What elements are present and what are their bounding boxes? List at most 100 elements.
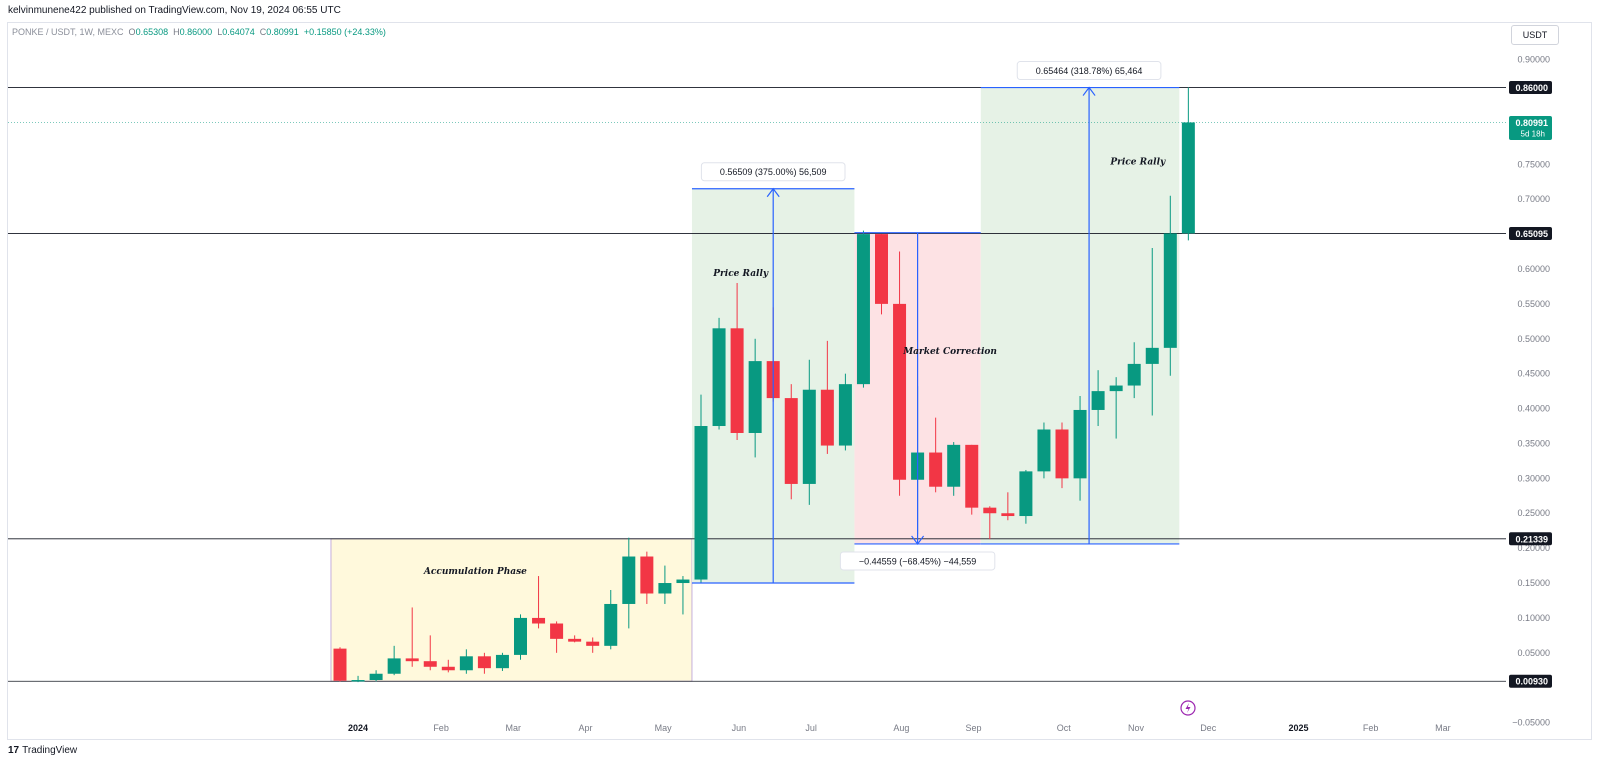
- close-value: 0.80991: [266, 27, 299, 37]
- symbol-name[interactable]: PONKE / USDT, 1W, MEXC: [12, 27, 124, 37]
- y-axis-tick-label: 0.75000: [1517, 159, 1550, 169]
- candle-body: [1091, 391, 1105, 410]
- candle-body: [694, 426, 708, 580]
- price-tag-label: 0.00930: [1515, 677, 1548, 687]
- x-axis-tick-label: Aug: [893, 723, 909, 733]
- candle-body: [550, 623, 564, 639]
- x-axis-tick-label: Feb: [433, 723, 449, 733]
- candle-body: [532, 617, 546, 624]
- x-axis-tick-label: Apr: [578, 723, 592, 733]
- candle-body: [1109, 385, 1123, 392]
- measure-arrow-head: [1082, 86, 1096, 96]
- x-axis-tick-label: Sep: [966, 723, 982, 733]
- candle-body: [514, 617, 527, 655]
- y-axis-tick-label: 0.60000: [1517, 264, 1550, 274]
- change-value: +0.15850 (+24.33%): [303, 27, 386, 37]
- x-axis-tick-label: Mar: [1435, 723, 1451, 733]
- y-axis-tick-label: 0.45000: [1517, 369, 1550, 379]
- candle-body: [622, 556, 636, 604]
- candle-body: [369, 673, 383, 681]
- chart-frame: [7, 22, 1592, 740]
- candle-body: [604, 603, 618, 646]
- zone-label: Market Correction: [902, 347, 997, 357]
- y-axis-tick-label: 0.25000: [1517, 508, 1550, 518]
- low-label: L: [217, 27, 223, 37]
- measure-label-box: [700, 162, 846, 182]
- price-tag-bg: [1509, 532, 1552, 546]
- last-price-label: 0.80991: [1515, 118, 1548, 128]
- price-tag-bg: [1509, 674, 1552, 688]
- candle-body: [1145, 347, 1159, 364]
- candle-body: [712, 328, 726, 427]
- candle-body: [1001, 513, 1015, 517]
- zone-label: Price Rally: [1109, 157, 1166, 167]
- open-value: 0.65308: [135, 27, 169, 37]
- currency-button[interactable]: USDT: [1511, 25, 1559, 45]
- high-value: 0.86000: [179, 27, 213, 37]
- candle-body: [1037, 429, 1051, 472]
- candle-body: [965, 444, 979, 508]
- measure-arrow-head: [766, 187, 780, 198]
- candle-body: [477, 656, 491, 669]
- candle-body: [441, 666, 455, 671]
- candle-body: [495, 654, 509, 669]
- candle-body: [856, 234, 870, 385]
- measure-label: 0.56509 (375.00%) 56,509: [720, 167, 827, 177]
- lightning-icon-glyph: [1185, 703, 1191, 713]
- x-axis-tick-label: Oct: [1057, 723, 1072, 733]
- y-axis-tick-label: 0.70000: [1517, 194, 1550, 204]
- candle-body: [730, 328, 744, 433]
- measure-label: −0.44559 (−68.45%) −44,559: [859, 556, 976, 566]
- zone-label: Accumulation Phase: [423, 567, 527, 577]
- candle-body: [1163, 233, 1177, 348]
- tradingview-footer: 17 TradingView: [8, 745, 77, 756]
- candle-body: [983, 507, 997, 514]
- x-axis-tick-label: Dec: [1200, 723, 1217, 733]
- candle-body: [820, 389, 834, 446]
- candle-body: [333, 648, 347, 681]
- candle-body: [875, 234, 888, 304]
- y-axis-tick-label: 0.20000: [1517, 543, 1550, 553]
- candle-body: [676, 579, 690, 584]
- measure-label-box: [839, 551, 996, 571]
- candle-body: [929, 452, 943, 487]
- candle-body: [423, 661, 437, 667]
- candle-body: [1127, 363, 1141, 386]
- y-axis-tick-label: 0.10000: [1517, 613, 1550, 623]
- candle-body: [459, 656, 473, 671]
- price-tag-label: 0.21339: [1515, 534, 1548, 544]
- candle-body: [748, 361, 762, 433]
- zone-1: [330, 538, 693, 682]
- publisher-header: kelvinmunene422 published on TradingView…: [8, 5, 341, 16]
- high-label: H: [173, 27, 180, 37]
- y-axis-tick-label: −0.05000: [1512, 718, 1550, 728]
- price-tag-label: 0.65095: [1515, 229, 1548, 239]
- x-axis-tick-label: 2024: [348, 723, 368, 733]
- candle-body: [405, 658, 419, 662]
- symbol-legend: PONKE / USDT, 1W, MEXC O0.65308 H0.86000…: [12, 27, 386, 37]
- tradingview-logo-icon: 17: [8, 745, 20, 756]
- candle-body: [1181, 122, 1195, 234]
- candle-body: [838, 384, 852, 446]
- measure-label-box: [1016, 61, 1162, 81]
- price-tag-bg: [1509, 226, 1552, 240]
- x-axis-tick-label: May: [655, 723, 673, 733]
- tradingview-brand: TradingView: [22, 745, 78, 756]
- x-axis-tick-label: Jun: [732, 723, 747, 733]
- measure-arrow-head: [911, 535, 925, 545]
- candle-body: [1055, 429, 1069, 479]
- zone-label: Price Rally: [712, 269, 769, 279]
- candle-body: [893, 303, 907, 480]
- price-tag-label: 0.86000: [1515, 83, 1548, 93]
- candle-body: [640, 556, 654, 594]
- x-axis-tick-label: 2025: [1288, 723, 1308, 733]
- x-axis-tick-label: Jul: [805, 723, 817, 733]
- candle-body: [568, 638, 582, 642]
- low-value: 0.64074: [222, 27, 255, 37]
- last-price-countdown: 5d 18h: [1521, 130, 1545, 139]
- x-axis-tick-label: Feb: [1363, 723, 1379, 733]
- candle-body: [1073, 409, 1087, 479]
- y-axis-tick-label: 0.40000: [1517, 404, 1550, 414]
- candle-body: [586, 641, 600, 646]
